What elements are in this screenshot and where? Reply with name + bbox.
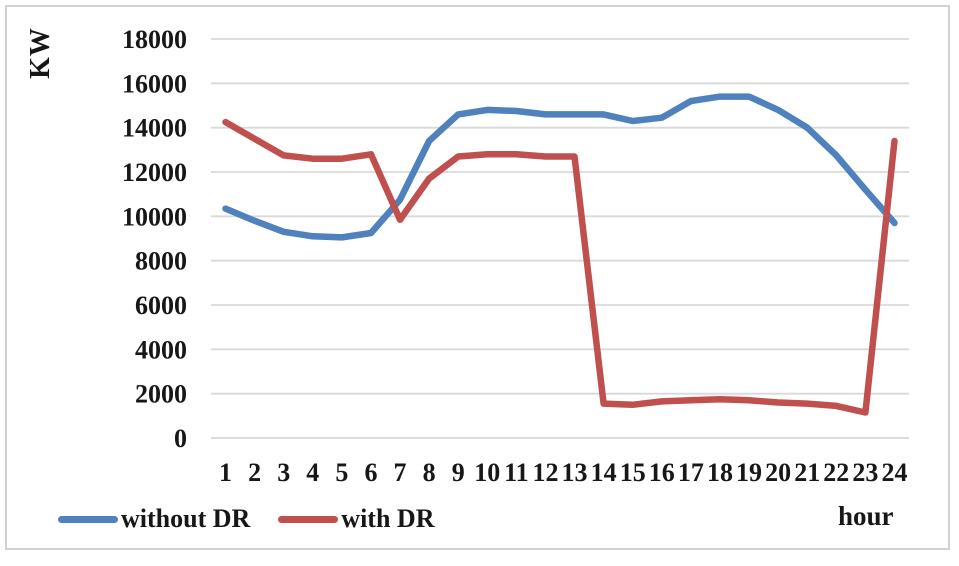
svg-text:15: 15	[620, 458, 646, 487]
svg-text:14: 14	[591, 458, 617, 487]
svg-text:5: 5	[335, 458, 348, 487]
svg-text:8000: 8000	[135, 247, 187, 276]
svg-text:6: 6	[365, 458, 378, 487]
svg-text:9: 9	[452, 458, 465, 487]
svg-text:8: 8	[423, 458, 436, 487]
svg-text:3: 3	[277, 458, 290, 487]
svg-text:7: 7	[394, 458, 407, 487]
svg-text:18000: 18000	[122, 25, 187, 54]
legend-item-with-dr: with DR	[278, 504, 434, 534]
svg-text:17: 17	[678, 458, 704, 487]
chart-legend: without DR with DR	[58, 504, 434, 534]
svg-text:10000: 10000	[122, 202, 187, 231]
svg-text:12: 12	[533, 458, 559, 487]
without-dr-line-swatch-icon	[58, 515, 118, 523]
chart-border-frame	[5, 5, 950, 550]
y-axis-title: KW	[25, 27, 56, 79]
legend-label-without-dr: without DR	[121, 504, 251, 533]
svg-text:13: 13	[562, 458, 588, 487]
svg-text:2: 2	[248, 458, 261, 487]
svg-text:6000: 6000	[135, 291, 187, 320]
svg-text:14000: 14000	[122, 114, 187, 143]
svg-text:19: 19	[736, 458, 762, 487]
svg-text:23: 23	[852, 458, 878, 487]
svg-text:12000: 12000	[122, 158, 187, 187]
svg-text:2000: 2000	[135, 380, 187, 409]
svg-text:21: 21	[794, 458, 820, 487]
svg-text:11: 11	[504, 458, 529, 487]
svg-text:1: 1	[219, 458, 232, 487]
svg-text:16000: 16000	[122, 69, 187, 98]
svg-text:10: 10	[474, 458, 500, 487]
svg-text:0: 0	[174, 424, 187, 453]
legend-item-without-dr: without DR	[58, 504, 250, 534]
x-axis-title: hour	[838, 501, 894, 531]
svg-text:22: 22	[823, 458, 849, 487]
svg-text:4000: 4000	[135, 335, 187, 364]
svg-text:16: 16	[649, 458, 675, 487]
legend-label-with-dr: with DR	[341, 504, 435, 533]
svg-text:18: 18	[707, 458, 733, 487]
with-dr-line-swatch-icon	[278, 515, 339, 523]
svg-text:20: 20	[765, 458, 791, 487]
svg-text:4: 4	[306, 458, 319, 487]
svg-text:24: 24	[882, 458, 908, 487]
